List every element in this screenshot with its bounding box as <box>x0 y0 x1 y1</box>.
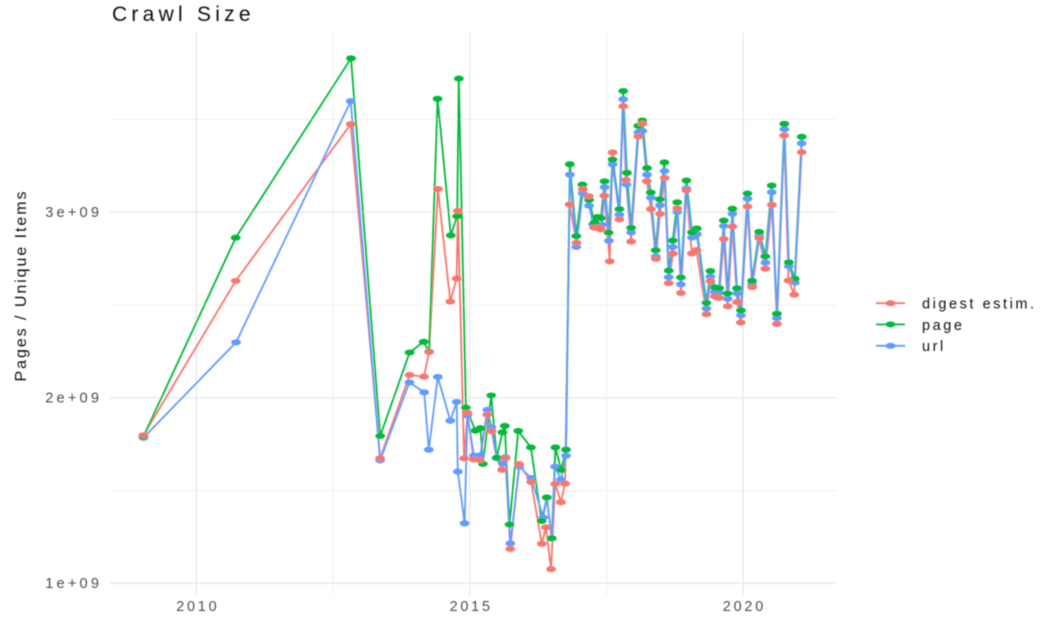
svg-text:3e+09: 3e+09 <box>45 205 102 221</box>
svg-text:2015: 2015 <box>450 599 493 615</box>
svg-text:url: url <box>922 339 946 355</box>
svg-text:Crawl Size: Crawl Size <box>112 3 255 26</box>
svg-text:page: page <box>922 318 964 334</box>
svg-text:2010: 2010 <box>176 599 219 615</box>
svg-text:Pages / Unique Items: Pages / Unique Items <box>13 190 30 382</box>
svg-text:2020: 2020 <box>723 599 766 615</box>
svg-text:1e+09: 1e+09 <box>45 576 102 592</box>
svg-text:digest estim.: digest estim. <box>922 297 1037 313</box>
svg-text:2e+09: 2e+09 <box>45 391 102 407</box>
